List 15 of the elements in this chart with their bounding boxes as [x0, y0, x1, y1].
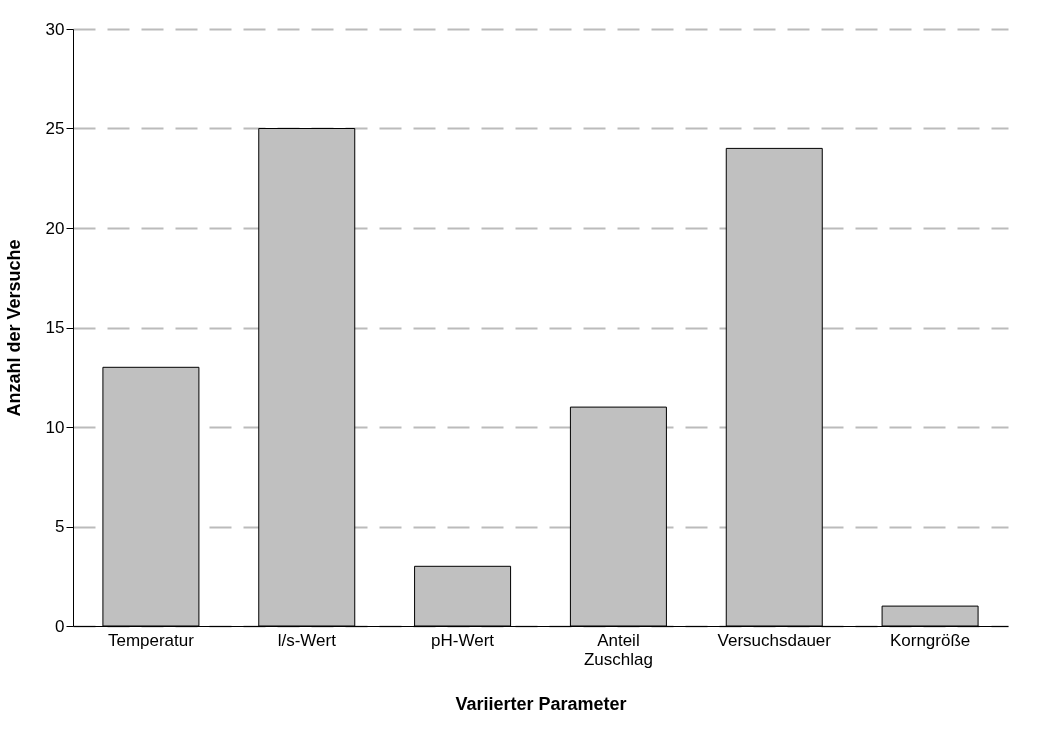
x-axis-title: Variierter Parameter [455, 693, 627, 714]
x-tick-label: Versuchsdauer [717, 630, 832, 650]
y-tick-label: 20 [45, 218, 65, 238]
y-tick-label: 5 [55, 517, 65, 536]
x-tick-label: l/s-Wert [277, 630, 337, 650]
x-tick-label: Korngröße [889, 630, 971, 650]
y-tick-label: 0 [55, 616, 65, 636]
y-tick-label: 15 [45, 318, 65, 337]
x-tick-label: Anteil Zuschlag [583, 630, 653, 669]
x-tick-label: pH-Wert [431, 630, 495, 650]
x-tick-label: Temperatur [107, 630, 195, 650]
y-axis-title: Anzahl der Versuche [3, 239, 24, 417]
y-tick-label: 10 [45, 417, 65, 437]
y-tick-label: 30 [45, 19, 65, 39]
y-tick-label: 25 [45, 119, 65, 138]
